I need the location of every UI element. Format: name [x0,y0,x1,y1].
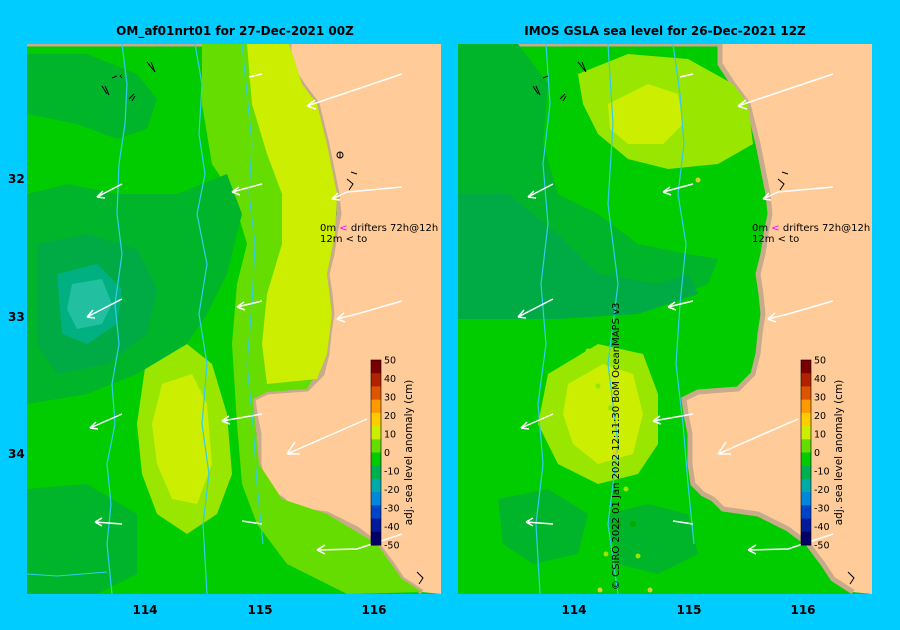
colorbar-frame [800,359,812,546]
svg-text:‹: ‹ [119,71,123,82]
colorbar-tick-label: -30 [814,504,830,515]
legend-depth-12m: 12m [752,234,775,245]
colorbar-tick-label: 20 [814,411,826,422]
legend-depth-12m: 12m [320,234,343,245]
colorbar-segment [371,386,381,401]
lat-label-33: 33 [8,310,25,324]
left-panel-title: OM_af01nrt01 for 27-Dec-2021 00Z [116,24,354,38]
colorbar-segment [371,478,381,493]
colorbar-tick-label: -50 [384,541,400,552]
colorbar-segment [801,452,811,467]
drifter-arrow-icon: < [771,223,780,234]
colorbar-tick-label: -40 [814,522,830,533]
lon-label-116-right: 116 [790,603,816,617]
colorbar-tick-label: 30 [384,393,396,404]
lat-label-34: 34 [8,447,25,461]
right-colorbar: 50 40 30 20 10 0 -10 -20 -30 -40 -50 adj. sea level… [800,356,845,552]
drifter-arrow-icon: < [777,234,787,245]
colorbar-tick-label: -20 [814,485,830,496]
colorbar-label: adj. sea level anomaly (cm) [833,380,845,526]
colorbar-tick-label: -30 [384,504,400,515]
lat-label-32: 32 [8,172,25,186]
colorbar-segment [371,505,381,520]
colorbar-segment [801,426,811,440]
lon-label-114-right: 114 [561,603,587,617]
colorbar-segment [371,518,381,533]
colorbar-segment [371,360,381,374]
colorbar-segment [371,452,381,467]
colorbar-segment [371,439,381,453]
colorbar-tick-label: 10 [384,430,396,441]
colorbar-segment [371,426,381,440]
colorbar-label: adj. sea level anomaly (cm) [403,380,415,526]
legend-depth-0m: 0m [752,223,769,234]
colorbar-segment [371,399,381,414]
colorbar-tick-label: 50 [814,356,826,367]
colorbar-tick-label: 30 [814,393,826,404]
colorbar-segment [371,465,381,480]
colorbar-tick-label: -10 [384,467,400,478]
colorbar-tick-label: -20 [384,485,400,496]
colorbar-tick-label: 50 [384,356,396,367]
legend-text: drifters 72h@12h [350,223,439,234]
colorbar-tick-label: 20 [384,411,396,422]
colorbar-frame [370,359,382,546]
colorbar-segment [801,412,811,427]
right-panel-title: IMOS GSLA sea level for 26-Dec-2021 12Z [524,24,806,38]
colorbar-segment [801,518,811,533]
left-colorbar: 50 40 30 20 10 0 -10 -20 -30 -40 -50 adj. sea level… [370,356,415,552]
legend-text: to [357,234,368,245]
colorbar-segment [371,373,381,387]
legend-text: drifters 72h@12h [782,223,871,234]
lon-label-115-left: 115 [247,603,273,617]
colorbar-tick-label: 40 [814,374,826,385]
colorbar-segment [801,373,811,387]
legend-text: to [789,234,800,245]
lon-label-114-left: 114 [132,603,158,617]
drifter-arrow-icon: < [345,234,355,245]
colorbar-tick-label: -10 [814,467,830,478]
colorbar-segment [371,531,381,546]
colorbar-tick-label: 0 [814,448,820,459]
drifter-arrow-icon: < [339,223,348,234]
colorbar-tick-label: 10 [814,430,826,441]
colorbar-segment [801,478,811,493]
colorbar-segment [801,531,811,546]
colorbar-segment [801,505,811,520]
colorbar-tick-label: -40 [384,522,400,533]
colorbar-segment [801,386,811,401]
left-drifter-legend: 0m < drifters 72h@12h 12m < to [320,223,438,245]
colorbar-segment [801,360,811,374]
colorbar-segment [371,492,381,506]
lon-label-115-right: 115 [676,603,702,617]
credit-text: © CSIRO 2022 01 Jan 2022 12:11:30 BoM Oc… [610,302,622,590]
colorbar-segment [801,465,811,480]
lon-label-116-left: 116 [361,603,387,617]
colorbar-segment [801,399,811,414]
colorbar-segment [801,439,811,453]
left-map: ‹ [27,44,441,594]
right-drifter-legend: 0m < drifters 72h@12h 12m < to [752,223,870,245]
colorbar-tick-label: 40 [384,374,396,385]
legend-depth-0m: 0m [320,223,337,234]
colorbar-tick-label: 0 [384,448,390,459]
colorbar-tick-label: -50 [814,541,830,552]
colorbar-segment [801,492,811,506]
colorbar-segment [371,412,381,427]
